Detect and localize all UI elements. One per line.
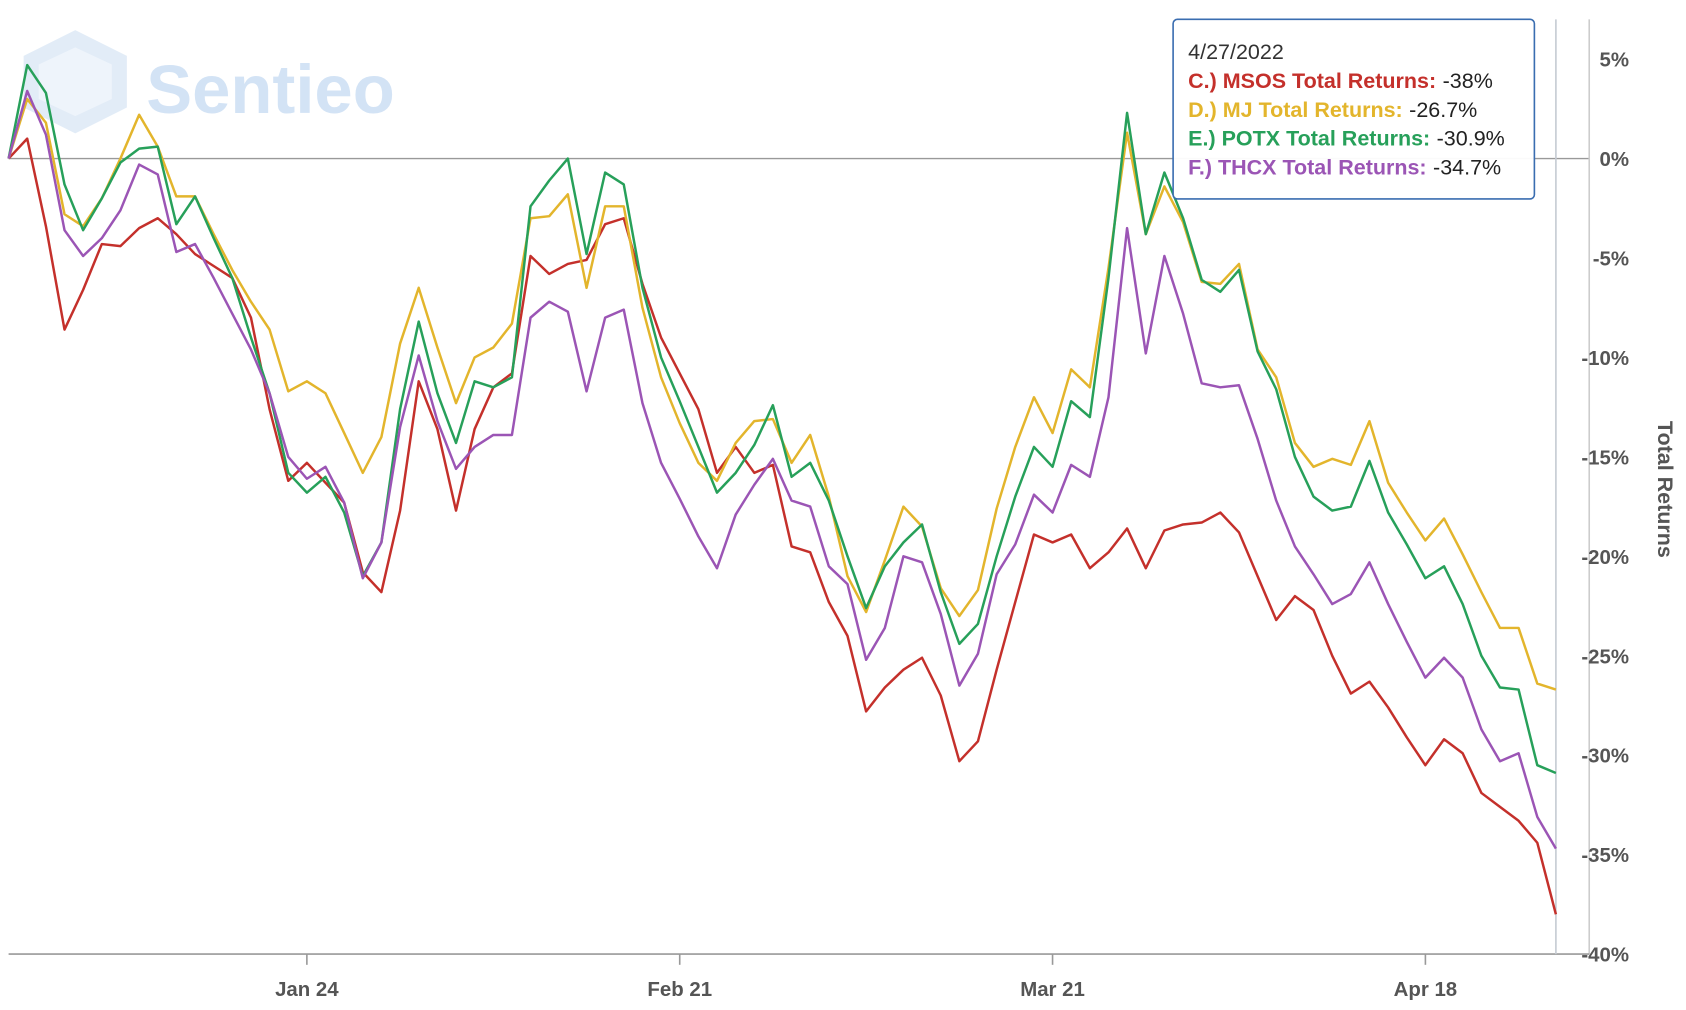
tooltip-entry: C.) MSOS Total Returns: -38% — [1188, 69, 1493, 93]
tooltip-value: -26.7% — [1409, 98, 1477, 122]
y-tick-label: -25% — [1581, 646, 1629, 668]
y-tick-label: 5% — [1599, 50, 1629, 72]
y-tick-label: -20% — [1581, 547, 1629, 569]
x-tick-label: Jan 24 — [275, 979, 339, 1001]
y-tick-label: -15% — [1581, 447, 1629, 469]
tooltip-value: -34.7% — [1433, 155, 1501, 179]
tooltip-entry: D.) MJ Total Returns: -26.7% — [1188, 98, 1477, 122]
tooltip-series-name: E.) POTX Total Returns: — [1188, 127, 1430, 151]
tooltip-entry: F.) THCX Total Returns: -34.7% — [1188, 155, 1501, 179]
y-tick-label: -35% — [1581, 845, 1629, 867]
tooltip-series-name: F.) THCX Total Returns: — [1188, 155, 1426, 179]
y-tick-label: 0% — [1599, 149, 1629, 171]
tooltip-series-name: D.) MJ Total Returns: — [1188, 98, 1403, 122]
x-tick-label: Mar 21 — [1020, 979, 1085, 1001]
tooltip-box — [1172, 18, 1536, 200]
x-tick-label: Apr 18 — [1394, 979, 1458, 1001]
y-tick-label: -5% — [1593, 249, 1629, 271]
tooltip-entry: E.) POTX Total Returns: -30.9% — [1188, 127, 1505, 151]
series-line — [7, 89, 1557, 850]
y-tick-label: -40% — [1581, 945, 1629, 967]
tooltip-value: -30.9% — [1437, 127, 1505, 151]
x-tick-label: Feb 21 — [647, 979, 712, 1001]
series-line — [7, 137, 1558, 915]
watermark: Sentieo — [146, 51, 395, 128]
tooltip-title: 4/27/2022 — [1188, 40, 1284, 64]
tooltip-series-name: C.) MSOS Total Returns: — [1188, 69, 1436, 93]
tooltip-value: -38% — [1443, 69, 1493, 93]
y-tick-label: -30% — [1581, 746, 1629, 768]
y-tick-label: -10% — [1581, 348, 1629, 370]
y-axis-title: Total Returns — [1653, 421, 1677, 558]
